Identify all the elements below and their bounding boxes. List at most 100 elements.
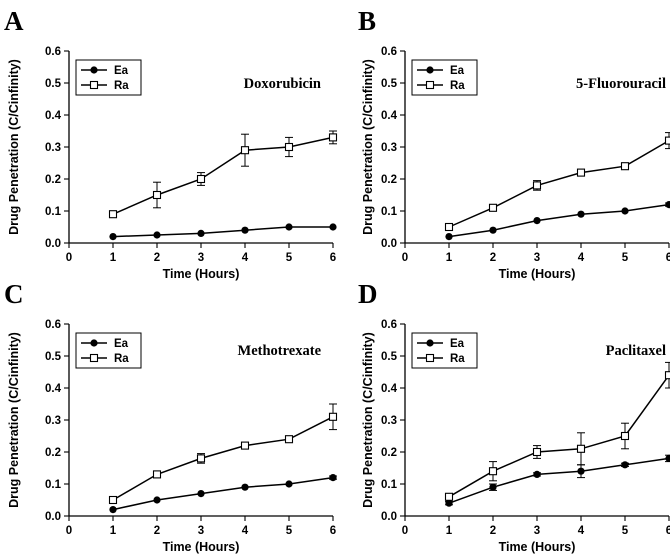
y-tick-label: 0.4 xyxy=(381,110,398,122)
y-axis-title: Drug Penetration (C/Cinfinity) xyxy=(7,59,21,235)
y-tick-label: 0.0 xyxy=(45,238,61,250)
series-line-ra xyxy=(112,416,334,501)
x-tick-label: 6 xyxy=(666,525,670,537)
legend-label-ra: Ra xyxy=(450,80,465,92)
x-tick-label: 2 xyxy=(490,525,496,537)
legend-label-ea: Ea xyxy=(114,65,129,77)
x-axis-title: Time (Hours) xyxy=(499,267,576,281)
data-point-ra xyxy=(532,447,542,457)
data-point-ea xyxy=(241,226,249,234)
chart-panel-d: 0.0 0.1 0.2 0.3 0.4 0.5 0.6 0 1 2 3 4 5 6 Time (Hours)… xyxy=(358,279,670,554)
data-point-ea xyxy=(665,201,670,209)
x-tick-label: 1 xyxy=(446,525,453,537)
y-tick-label: 0.6 xyxy=(381,46,397,58)
data-point-ra xyxy=(532,181,542,190)
y-tick-label: 0.4 xyxy=(45,383,62,395)
data-point-ea xyxy=(109,506,117,514)
data-point-ea xyxy=(329,223,337,231)
data-point-ea xyxy=(197,490,205,498)
legend-box xyxy=(411,59,478,96)
x-tick-label: 6 xyxy=(330,252,336,264)
y-tick-label: 0.0 xyxy=(381,238,397,250)
data-point-ea xyxy=(533,217,541,225)
x-tick-label: 3 xyxy=(198,252,204,264)
y-axis-title: Drug Penetration (C/Cinfinity) xyxy=(7,332,21,508)
y-tick-label: 0.6 xyxy=(45,319,61,331)
y-tick-label: 0.4 xyxy=(45,110,62,122)
data-point-ra xyxy=(576,444,586,453)
data-point-ea xyxy=(445,233,453,241)
data-point-ea xyxy=(533,470,541,478)
x-tick-label: 1 xyxy=(110,525,117,537)
data-point-ra xyxy=(444,492,454,501)
legend-marker-ra xyxy=(425,80,435,90)
series-line-ea xyxy=(112,226,333,238)
x-tick-label: 0 xyxy=(402,252,408,264)
data-point-ea xyxy=(329,474,337,482)
legend-label-ea: Ea xyxy=(114,338,129,350)
legend-marker-ra xyxy=(89,353,99,363)
x-tick-label: 3 xyxy=(198,525,204,537)
legend-marker-ea xyxy=(90,66,98,74)
x-tick-label: 0 xyxy=(66,252,72,264)
y-axis-title: Drug Penetration (C/Cinfinity) xyxy=(361,332,375,508)
series-line-ra xyxy=(448,374,670,498)
data-point-ra xyxy=(488,203,498,212)
data-point-ra xyxy=(444,222,454,232)
data-point-ra xyxy=(284,142,294,152)
y-tick-label: 0.4 xyxy=(381,383,398,395)
y-tick-label: 0.5 xyxy=(45,78,62,90)
data-point-ra xyxy=(240,146,250,155)
data-point-ra xyxy=(240,441,250,450)
data-point-ea xyxy=(109,233,117,241)
data-point-ra xyxy=(328,133,338,142)
data-point-ea xyxy=(621,461,629,469)
data-point-ra xyxy=(620,431,630,441)
x-tick-label: 4 xyxy=(578,252,585,264)
y-tick-label: 0.6 xyxy=(45,46,61,58)
y-tick-label: 0.3 xyxy=(45,142,61,154)
data-point-ea xyxy=(577,210,585,218)
panel-letter: B xyxy=(358,6,376,36)
data-point-ra xyxy=(664,136,670,145)
panel-letter: C xyxy=(4,279,24,309)
legend-marker-ea xyxy=(426,66,434,74)
panel-letter: D xyxy=(358,279,378,309)
y-tick-label: 0.3 xyxy=(45,415,61,427)
x-axis-title: Time (Hours) xyxy=(163,540,240,554)
data-point-ra xyxy=(152,190,162,200)
data-point-ra xyxy=(284,435,294,444)
y-tick-label: 0.5 xyxy=(45,351,62,363)
chart-panel-c: 0.0 0.1 0.2 0.3 0.4 0.5 0.6 0 1 2 3 4 5 6 Time (Hours)… xyxy=(4,279,338,554)
x-tick-label: 3 xyxy=(534,525,540,537)
y-tick-label: 0.2 xyxy=(45,174,61,186)
x-axis-title: Time (Hours) xyxy=(163,267,240,281)
y-tick-label: 0.1 xyxy=(381,479,398,491)
x-axis-title: Time (Hours) xyxy=(499,540,576,554)
legend-label-ra: Ra xyxy=(114,353,129,365)
x-tick-label: 5 xyxy=(286,525,293,537)
data-point-ea xyxy=(665,454,670,462)
x-tick-label: 6 xyxy=(330,525,336,537)
legend-marker-ra xyxy=(425,353,435,363)
legend-label-ra: Ra xyxy=(114,80,129,92)
x-tick-label: 2 xyxy=(154,525,160,537)
x-tick-label: 5 xyxy=(286,252,293,264)
data-point-ra xyxy=(108,210,118,219)
y-tick-label: 0.1 xyxy=(45,206,62,218)
data-point-ea xyxy=(241,483,249,491)
x-tick-label: 5 xyxy=(622,525,629,537)
x-tick-label: 2 xyxy=(490,252,496,264)
y-tick-label: 0.5 xyxy=(381,351,398,363)
data-point-ra xyxy=(488,467,498,476)
data-point-ra xyxy=(328,412,338,421)
x-tick-label: 4 xyxy=(242,525,249,537)
x-tick-label: 5 xyxy=(622,252,629,264)
chart-title: 5-Fluorouracil xyxy=(576,76,666,92)
x-tick-label: 0 xyxy=(402,525,408,537)
data-point-ra xyxy=(152,470,162,479)
legend-label-ea: Ea xyxy=(450,65,465,77)
data-point-ea xyxy=(153,231,161,239)
x-tick-label: 2 xyxy=(154,252,160,264)
